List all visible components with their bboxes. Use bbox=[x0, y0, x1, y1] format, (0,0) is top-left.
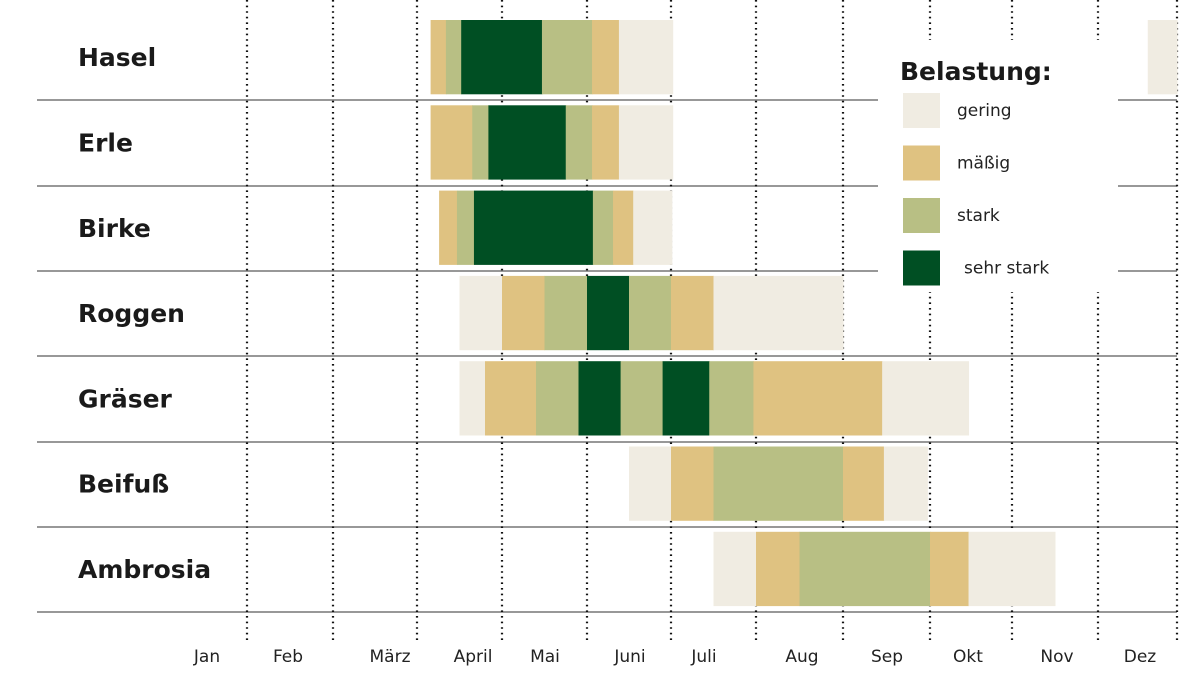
bar-segment-sehr_stark bbox=[461, 20, 543, 95]
legend-swatch-gering bbox=[903, 93, 940, 128]
bar-segment-gering bbox=[618, 20, 674, 95]
row-label: Birke bbox=[78, 214, 151, 243]
legend: Belastung: gering mäßig stark sehr stark bbox=[878, 40, 1118, 292]
month-tick-label: Mai bbox=[530, 647, 560, 667]
bar-segment-stark bbox=[536, 361, 579, 436]
row-birke bbox=[439, 190, 673, 265]
bar-segment-maessig bbox=[930, 531, 970, 607]
legend-label: sehr stark bbox=[964, 259, 1049, 279]
row-label: Ambrosia bbox=[78, 555, 211, 584]
row-beifuß bbox=[629, 446, 928, 521]
row-hasel bbox=[430, 20, 1178, 95]
bar-segment-maessig bbox=[502, 275, 545, 351]
bar-segment-maessig bbox=[756, 531, 800, 607]
row-label: Beifuß bbox=[78, 470, 169, 499]
legend-swatch-stark bbox=[903, 198, 940, 233]
bar-segment-stark bbox=[799, 531, 931, 607]
legend-label: mäßig bbox=[957, 154, 1010, 174]
bar-segment-maessig bbox=[439, 190, 458, 265]
bar-segment-maessig bbox=[430, 20, 447, 95]
bar-segment-gering bbox=[459, 361, 486, 436]
row-label: Hasel bbox=[78, 43, 156, 72]
legend-label: gering bbox=[957, 101, 1012, 121]
month-tick-label: Jan bbox=[193, 647, 220, 667]
row-label: Erle bbox=[78, 128, 133, 157]
bar-segment-stark bbox=[713, 446, 844, 521]
month-tick-label: Okt bbox=[953, 647, 983, 667]
legend-swatch-sehr_stark bbox=[903, 250, 940, 286]
bar-segment-stark bbox=[445, 20, 462, 95]
row-label: Gräser bbox=[78, 384, 173, 413]
bar-segment-maessig bbox=[613, 190, 634, 265]
row-labels: Hasel Erle Birke Roggen Gräser Beifuß Ambrosia bbox=[78, 43, 211, 584]
bar-segment-sehr_stark bbox=[578, 361, 622, 436]
month-tick-label: Sep bbox=[871, 647, 903, 667]
bar-segment-gering bbox=[459, 275, 503, 351]
row-roggen bbox=[459, 275, 844, 351]
legend-label: stark bbox=[957, 206, 1000, 226]
bar-segment-maessig bbox=[753, 361, 883, 436]
bar-segment-sehr_stark bbox=[488, 105, 567, 180]
bar-segment-stark bbox=[544, 275, 588, 351]
month-axis: Jan Feb März April Mai Juni Juli Aug Sep Okt Nov De… bbox=[193, 647, 1156, 667]
bar-segment-stark bbox=[541, 20, 593, 95]
month-tick-label: Dez bbox=[1124, 647, 1157, 667]
month-tick-label: Juli bbox=[690, 647, 716, 667]
bar-segment-stark bbox=[620, 361, 664, 436]
bar-segment-gering bbox=[618, 105, 674, 180]
bars bbox=[430, 20, 1178, 607]
bar-segment-gering bbox=[629, 446, 672, 521]
bar-segment-sehr_stark bbox=[587, 275, 630, 351]
bar-segment-gering bbox=[713, 531, 757, 607]
bar-segment-maessig bbox=[843, 446, 885, 521]
month-tick-label: Aug bbox=[785, 647, 818, 667]
row-erle bbox=[430, 105, 674, 180]
bar-segment-maessig bbox=[671, 446, 714, 521]
bar-segment-maessig bbox=[592, 105, 620, 180]
bar-segment-maessig bbox=[592, 20, 620, 95]
bar-segment-stark bbox=[565, 105, 593, 180]
row-ambrosia bbox=[713, 531, 1056, 607]
bar-segment-maessig bbox=[485, 361, 537, 436]
bar-segment-gering bbox=[633, 190, 673, 265]
bar-segment-gering bbox=[713, 275, 844, 351]
bar-segment-stark bbox=[629, 275, 672, 351]
bar-segment-gering bbox=[968, 531, 1056, 607]
bar-segment-gering bbox=[1147, 20, 1178, 95]
bar-segment-maessig bbox=[430, 105, 473, 180]
month-tick-label: Nov bbox=[1040, 647, 1073, 667]
bar-segment-gering bbox=[882, 361, 970, 436]
bar-segment-stark bbox=[709, 361, 754, 436]
bar-segment-sehr_stark bbox=[473, 190, 594, 265]
month-tick-label: April bbox=[454, 647, 493, 667]
bar-segment-stark bbox=[456, 190, 475, 265]
row-gräser bbox=[459, 361, 970, 436]
bar-segment-gering bbox=[883, 446, 928, 521]
bar-segment-stark bbox=[472, 105, 489, 180]
bar-segment-sehr_stark bbox=[662, 361, 710, 436]
month-tick-label: Feb bbox=[273, 647, 303, 667]
row-label: Roggen bbox=[78, 299, 185, 328]
legend-swatch-maessig bbox=[903, 145, 940, 181]
bar-segment-stark bbox=[592, 190, 614, 265]
month-tick-label: März bbox=[370, 647, 411, 667]
legend-title: Belastung: bbox=[900, 57, 1052, 86]
bar-segment-maessig bbox=[671, 275, 714, 351]
month-tick-label: Juni bbox=[613, 647, 645, 667]
